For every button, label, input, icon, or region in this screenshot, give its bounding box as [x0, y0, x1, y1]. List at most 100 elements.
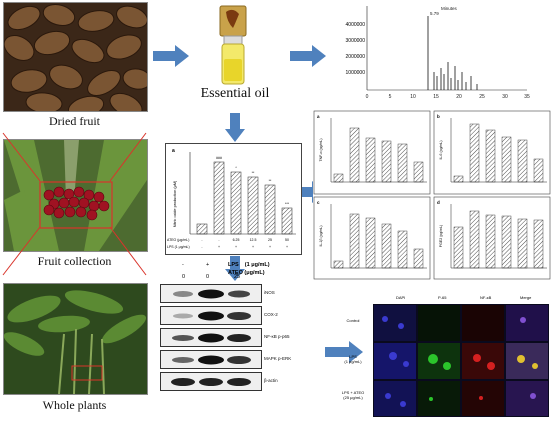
no-sig: ** — [269, 179, 272, 183]
no-row2-val: + — [235, 245, 237, 249]
gcms-ytick: 2000000 — [346, 54, 366, 60]
gcms-ytick: 1000000 — [346, 70, 366, 76]
no-row1-val: 50 — [285, 238, 289, 242]
gcms-xtick: 25 — [479, 94, 485, 100]
nitric-oxide-chart: a Nitric oxide production (μM) ### * ** … — [165, 143, 302, 255]
wb-band-row — [160, 372, 262, 391]
fluorescence-grid — [373, 304, 549, 417]
wb-band-row — [160, 350, 262, 369]
arrow-to-gcms-icon — [290, 45, 326, 67]
dried-fruit-caption: Dried fruit — [49, 114, 100, 128]
fluor-row: LPS (1 μg/mL) — [344, 354, 362, 364]
gcms-ytick: 3000000 — [346, 38, 366, 44]
whole-plants-caption: Whole plants — [42, 398, 107, 412]
cyto-letter: d — [437, 200, 440, 205]
gcms-chromatogram: 4000000 3000000 2000000 1000000 5.79 Min… — [345, 2, 530, 102]
fluor-col: DAPI — [396, 295, 406, 300]
essential-oil-vial — [219, 5, 247, 85]
cyto-letter: a — [317, 114, 320, 119]
no-bar — [230, 171, 242, 235]
fluor-col: P-65 — [438, 295, 447, 300]
no-row2-val: + — [252, 245, 254, 249]
red-connector-lines — [2, 132, 147, 276]
arrow-down-2-icon — [225, 256, 245, 281]
no-row1-val: 12.5 — [250, 238, 257, 242]
gcms-xtick: 20 — [456, 94, 462, 100]
wb-header-lps: LPS (1 μg/mL) — [228, 262, 270, 268]
no-sig: *** — [285, 202, 290, 206]
cytokine-panel-il6: b IL-6 (pg/mL) — [433, 110, 551, 195]
gcms-xtick: 10 — [410, 94, 416, 100]
no-bar — [264, 184, 276, 235]
cyto-ylabel: IL-1β (pg/mL) — [319, 225, 323, 246]
wb-band-row — [160, 284, 262, 303]
gcms-xtick: 35 — [524, 94, 530, 100]
fluor-col-headers: DAPI P-65 NF-κB Merge — [390, 295, 550, 303]
no-row1-val: - — [218, 238, 220, 242]
no-ylabel: Nitric oxide production (μM) — [173, 180, 177, 227]
wb-lane-ateo: 0 — [182, 274, 186, 280]
no-bar — [247, 176, 259, 235]
gcms-xtick: 5 — [389, 94, 392, 100]
wb-band-label: β-actin — [264, 378, 278, 383]
fruit-collection-photo — [3, 139, 148, 252]
gcms-xtick: 0 — [366, 94, 369, 100]
fluor-dapi-col — [374, 305, 416, 416]
wb-band-label: COX-2 — [264, 312, 278, 317]
wb-lane-lps: - — [182, 262, 184, 268]
fluor-nfkb-col — [462, 305, 504, 416]
no-bars — [196, 161, 293, 235]
no-bar — [213, 161, 225, 235]
cytokine-panel-tnf: a TNF-α (pg/mL) — [313, 110, 431, 195]
no-row2-val: + — [286, 245, 288, 249]
cyto-letter: c — [317, 200, 320, 205]
fluor-merge-col — [506, 305, 548, 416]
fluor-col: Merge — [520, 295, 532, 300]
wb-lane-lps: + — [206, 262, 210, 268]
no-panel-letter: a — [172, 148, 175, 154]
cyto-ylabel: TNF-α (pg/mL) — [319, 138, 323, 161]
gcms-ytick: 4000000 — [346, 22, 366, 28]
gcms-xlabel: Minutes — [441, 6, 458, 11]
no-sig: * — [235, 166, 237, 170]
gcms-peak-label: 5.79 — [430, 11, 439, 16]
fluor-row: LPS + ATEO (25 μg/mL) — [341, 390, 365, 400]
no-row1-val: 25 — [268, 238, 272, 242]
wb-lane-ateo: 0 — [206, 274, 210, 280]
no-sig: ** — [252, 171, 255, 175]
fluor-row: Control — [346, 318, 360, 323]
fluor-col: NF-κB — [480, 295, 492, 300]
arrow-to-oil-icon — [153, 45, 189, 67]
wb-band-label: NF-κB p-p65 — [264, 334, 290, 339]
essential-oil-caption: Essential oil — [200, 86, 270, 101]
no-row2-label: LPS (1 μg/mL) — [167, 245, 190, 249]
no-row1-val: 6.25 — [233, 238, 240, 242]
wb-band-label: MAPK p-ERK — [264, 356, 292, 361]
cytokine-panel-pge2: d PGE2 (pg/mL) — [433, 196, 551, 280]
fruit-collection-caption: Fruit collection — [37, 254, 112, 268]
fluor-p65-col — [418, 305, 460, 416]
arrow-to-fluorescence-icon — [325, 341, 363, 363]
gcms-xtick: 15 — [433, 94, 439, 100]
no-row2-val: + — [218, 245, 220, 249]
no-row1-val: - — [201, 238, 203, 242]
whole-plants-photo — [3, 283, 148, 395]
no-sig: ### — [216, 156, 222, 160]
cytokine-charts: a TNF-α (pg/mL) b IL-6 (pg/mL) — [313, 110, 551, 280]
no-row2-val: - — [201, 245, 203, 249]
wb-band-row — [160, 328, 262, 347]
dried-fruit-photo — [3, 2, 148, 112]
wb-lane-ateo: 25 — [234, 274, 241, 280]
no-bar — [281, 207, 293, 235]
no-bar — [196, 223, 208, 235]
cyto-ylabel: PGE2 (pg/mL) — [439, 225, 443, 247]
no-row1-label: ATEO (μg/mL) — [167, 238, 189, 242]
fluor-row-labels: Control LPS (1 μg/mL) LPS + ATEO (25 μg/… — [334, 304, 372, 400]
wb-header-ateo: ATEO (μg/mL) — [228, 270, 265, 276]
gcms-peaks — [427, 16, 478, 90]
arrow-down-1-icon — [225, 113, 245, 142]
western-blot: LPS (1 μg/mL) ATEO (μg/mL) - + 0 0 25 iN… — [160, 262, 303, 404]
wb-band-label: iNOS — [264, 290, 275, 295]
gcms-xtick: 30 — [502, 94, 508, 100]
cyto-ylabel: IL-6 (pg/mL) — [439, 140, 443, 159]
